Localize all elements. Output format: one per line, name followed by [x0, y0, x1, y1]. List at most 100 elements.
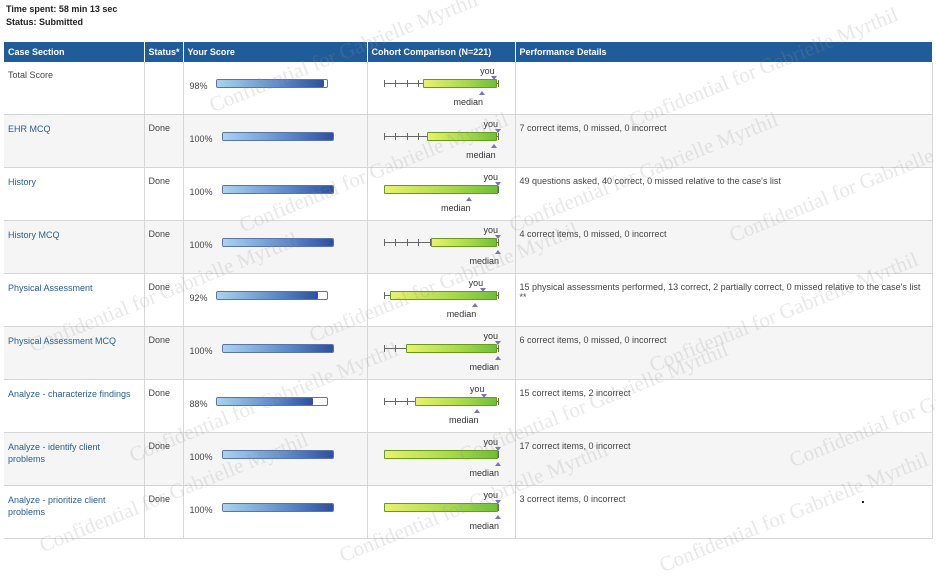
cohort-cell: you median — [367, 326, 516, 380]
score-bar-fill — [222, 504, 333, 511]
score-bar-fill — [222, 451, 333, 458]
column-header-section: Case Section — [4, 42, 145, 62]
you-label: you — [483, 172, 499, 182]
section-link[interactable]: EHR MCQ — [8, 124, 51, 134]
score-cell: 92% — [183, 273, 368, 327]
score-bar — [221, 238, 334, 247]
status-cell: Done — [144, 379, 184, 433]
section-link[interactable]: Analyze - prioritize client problems — [8, 495, 106, 517]
median-label: median — [446, 309, 477, 319]
section-link[interactable]: Physical Assessment MCQ — [8, 336, 117, 346]
score-percent: 88% — [189, 399, 208, 409]
cohort-tick — [497, 451, 499, 458]
you-marker-icon — [480, 394, 487, 398]
cohort-cell: you median — [367, 485, 516, 539]
cohort-cell: you median — [367, 379, 516, 433]
section-cell: History — [4, 167, 145, 221]
score-cell: 100% — [183, 167, 368, 221]
you-marker-icon — [479, 288, 486, 292]
score-percent: 100% — [189, 187, 213, 197]
median-marker-icon — [491, 144, 498, 148]
cohort-tick — [383, 398, 385, 405]
score-cell: 88% — [183, 379, 368, 433]
results-table: Case Section Status* Your Score Cohort C… — [4, 42, 933, 539]
section-link[interactable]: Physical Assessment — [8, 283, 93, 293]
cohort-range-band — [390, 291, 498, 300]
median-marker-icon — [471, 303, 478, 307]
score-percent: 92% — [189, 293, 208, 303]
status-cell: Done — [144, 485, 184, 539]
status-cell: Done — [144, 114, 184, 168]
cohort-range-band — [383, 185, 498, 194]
details-cell: 3 correct items, 0 incorrect — [515, 485, 933, 539]
score-bar — [215, 79, 328, 88]
cohort-range-band — [426, 132, 498, 141]
column-header-cohort: Cohort Comparison (N=221) — [367, 42, 516, 62]
you-marker-icon — [494, 129, 501, 133]
score-bar — [221, 450, 334, 459]
table-row: Analyze - identify client problems Done 10… — [4, 432, 933, 486]
score-bar-fill — [222, 345, 333, 352]
section-cell: Analyze - characterize findings — [4, 379, 145, 433]
score-cell: 100% — [183, 326, 368, 380]
cohort-tick — [383, 239, 385, 246]
cohort-cell: you median — [367, 432, 516, 486]
table-header-row: Case Section Status* Your Score Cohort C… — [4, 42, 933, 62]
details-cell: 6 correct items, 0 missed, 0 incorrect — [515, 326, 933, 380]
details-cell: 17 correct items, 0 incorrect — [515, 432, 933, 486]
details-cell — [515, 62, 933, 115]
score-bar — [215, 291, 328, 300]
status-cell: Done — [144, 273, 184, 327]
status-cell — [144, 62, 184, 115]
cohort-tick — [394, 80, 396, 87]
cohort-cell: you median — [367, 62, 516, 115]
cohort-cell: you median — [367, 220, 516, 274]
median-label: median — [448, 415, 479, 425]
section-cell: EHR MCQ — [4, 114, 145, 168]
cohort-tick — [497, 239, 499, 246]
you-marker-icon — [494, 182, 501, 186]
you-label: you — [483, 490, 499, 500]
median-marker-icon — [466, 197, 472, 201]
cohort-range-band — [406, 344, 498, 353]
details-cell: 4 correct items, 0 missed, 0 incorrect — [515, 220, 933, 274]
you-marker-icon — [494, 447, 501, 451]
table-row: History Done 100% you median 49 questions ask… — [4, 167, 933, 221]
section-cell: Analyze - prioritize client problems — [4, 485, 145, 539]
cohort-tick — [497, 292, 499, 299]
median-label: median — [469, 521, 500, 531]
cohort-tick — [417, 133, 419, 140]
score-percent: 100% — [189, 452, 213, 462]
section-link[interactable]: Analyze - characterize findings — [8, 389, 131, 399]
you-label: you — [483, 119, 499, 129]
column-header-score: Your Score — [183, 42, 368, 62]
score-percent: 98% — [189, 81, 208, 91]
score-cell: 100% — [183, 432, 368, 486]
cohort-range-band — [383, 503, 498, 512]
section-link[interactable]: History — [8, 177, 37, 187]
section-link[interactable]: History MCQ — [8, 230, 60, 240]
you-label: you — [468, 278, 484, 288]
median-label: median — [441, 203, 471, 213]
time-spent: Time spent: 58 min 13 sec — [6, 4, 118, 14]
score-bar — [221, 132, 334, 141]
cohort-tick — [383, 80, 385, 87]
table-row: Physical Assessment MCQ Done 100% you median… — [4, 326, 933, 380]
status-cell: Done — [144, 326, 184, 380]
cohort-tick — [497, 133, 499, 140]
table-row: Total Score 98% you median — [4, 62, 933, 115]
cohort-tick — [406, 239, 408, 246]
section-cell: Analyze - identify client problems — [4, 432, 145, 486]
score-bar — [221, 185, 334, 194]
section-link[interactable]: Analyze - identify client problems — [8, 442, 101, 464]
score-percent: 100% — [189, 505, 213, 515]
cohort-range-band — [383, 450, 498, 459]
table-row: History MCQ Done 100% you median 4 correct it… — [4, 220, 933, 274]
cohort-range-band — [415, 397, 498, 406]
you-marker-icon — [494, 500, 501, 504]
cohort-tick — [394, 239, 396, 246]
median-marker-icon — [473, 409, 480, 413]
score-percent: 100% — [189, 346, 213, 356]
section-cell: Total Score — [4, 62, 145, 115]
cohort-range-band — [431, 238, 498, 247]
